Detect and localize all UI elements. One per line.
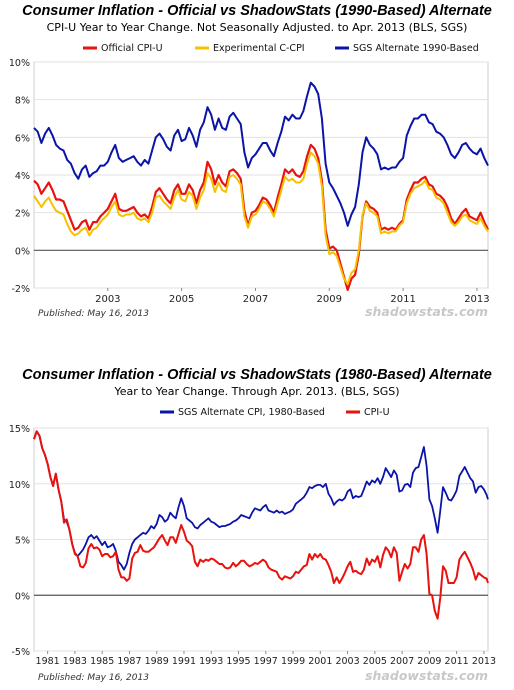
legend-label-2: CPI-U <box>364 407 390 418</box>
x-tick-label: 2009 <box>317 294 342 305</box>
x-tick-label: 2009 <box>417 656 441 667</box>
published-note: Published: May 16, 2013 <box>38 309 149 319</box>
y-tick-label: 2% <box>15 209 30 220</box>
y-tick-label: 6% <box>15 133 30 144</box>
y-tick-label: 5% <box>15 536 30 547</box>
x-tick-label: 2003 <box>95 294 120 305</box>
x-tick-label: 1993 <box>199 656 223 667</box>
y-tick-label: 8% <box>15 96 30 107</box>
x-tick-label: 1981 <box>36 656 60 667</box>
series-line-2 <box>33 430 489 620</box>
x-tick-label: 1987 <box>117 656 141 667</box>
chart-1-subtitle: CPI-U Year to Year Change. Not Seasonall… <box>46 21 468 34</box>
x-tick-label: 2007 <box>243 294 268 305</box>
y-tick-label: 0% <box>15 591 30 602</box>
chart-2-plot: 15%10%5%0%-5%1981 1983 1985 1987 1989 1991 199… <box>9 407 496 683</box>
chart-2: Consumer Inflation - Official vs ShadowS… <box>0 345 514 690</box>
chart-1: Consumer Inflation - Official vs ShadowS… <box>0 0 514 340</box>
series-line-1 <box>33 430 489 571</box>
published-note: Published: May 16, 2013 <box>38 673 149 683</box>
chart-1-plot: 10% 8% 6% 4% 2% 0% -2% 2003 2005 2007 2009 2011 2013… <box>9 43 490 319</box>
series-line-3 <box>33 81 489 227</box>
y-tick-label: -2% <box>12 284 31 295</box>
y-tick-label: 10% <box>9 58 30 69</box>
series-line-2 <box>33 151 489 286</box>
x-tick-label: 2011 <box>390 294 415 305</box>
x-tick-label: 2011 <box>445 656 469 667</box>
x-tick-label: 2003 <box>335 656 359 667</box>
series-line-1 <box>33 143 489 291</box>
x-tick-label: 1995 <box>226 656 250 667</box>
x-tick-label: 2005 <box>363 656 387 667</box>
x-tick-label: 1999 <box>281 656 305 667</box>
legend-label-3: SGS Alternate 1990-Based <box>353 43 479 54</box>
chart-2-subtitle: Year to Year Change. Through Apr. 2013. … <box>114 385 400 398</box>
watermark: shadowstats.com <box>365 304 488 319</box>
watermark: shadowstats.com <box>365 668 488 683</box>
legend-label-2: Experimental C-CPI <box>213 43 305 54</box>
y-tick-label: 15% <box>9 424 30 435</box>
legend-label-1: Official CPI-U <box>101 43 163 54</box>
x-tick-label: 1985 <box>90 656 114 667</box>
x-tick-label: 1989 <box>145 656 169 667</box>
y-tick-label: -5% <box>12 647 31 658</box>
chart-1-title: Consumer Inflation - Official vs ShadowS… <box>22 3 492 19</box>
x-tick-label: 2001 <box>308 656 332 667</box>
y-tick-label: 10% <box>9 480 30 491</box>
y-tick-label: 0% <box>15 246 30 257</box>
x-tick-label: 2005 <box>169 294 194 305</box>
x-tick-label: 2013 <box>464 294 489 305</box>
legend-label-1: SGS Alternate CPI, 1980-Based <box>178 407 325 418</box>
x-tick-label: 2013 <box>472 656 496 667</box>
x-tick-label: 1991 <box>172 656 196 667</box>
chart-2-title: Consumer Inflation - Official vs ShadowS… <box>22 367 492 383</box>
x-tick-label: 1997 <box>254 656 278 667</box>
x-tick-label: 1983 <box>63 656 87 667</box>
y-tick-label: 4% <box>15 171 30 182</box>
x-tick-label: 2007 <box>390 656 414 667</box>
